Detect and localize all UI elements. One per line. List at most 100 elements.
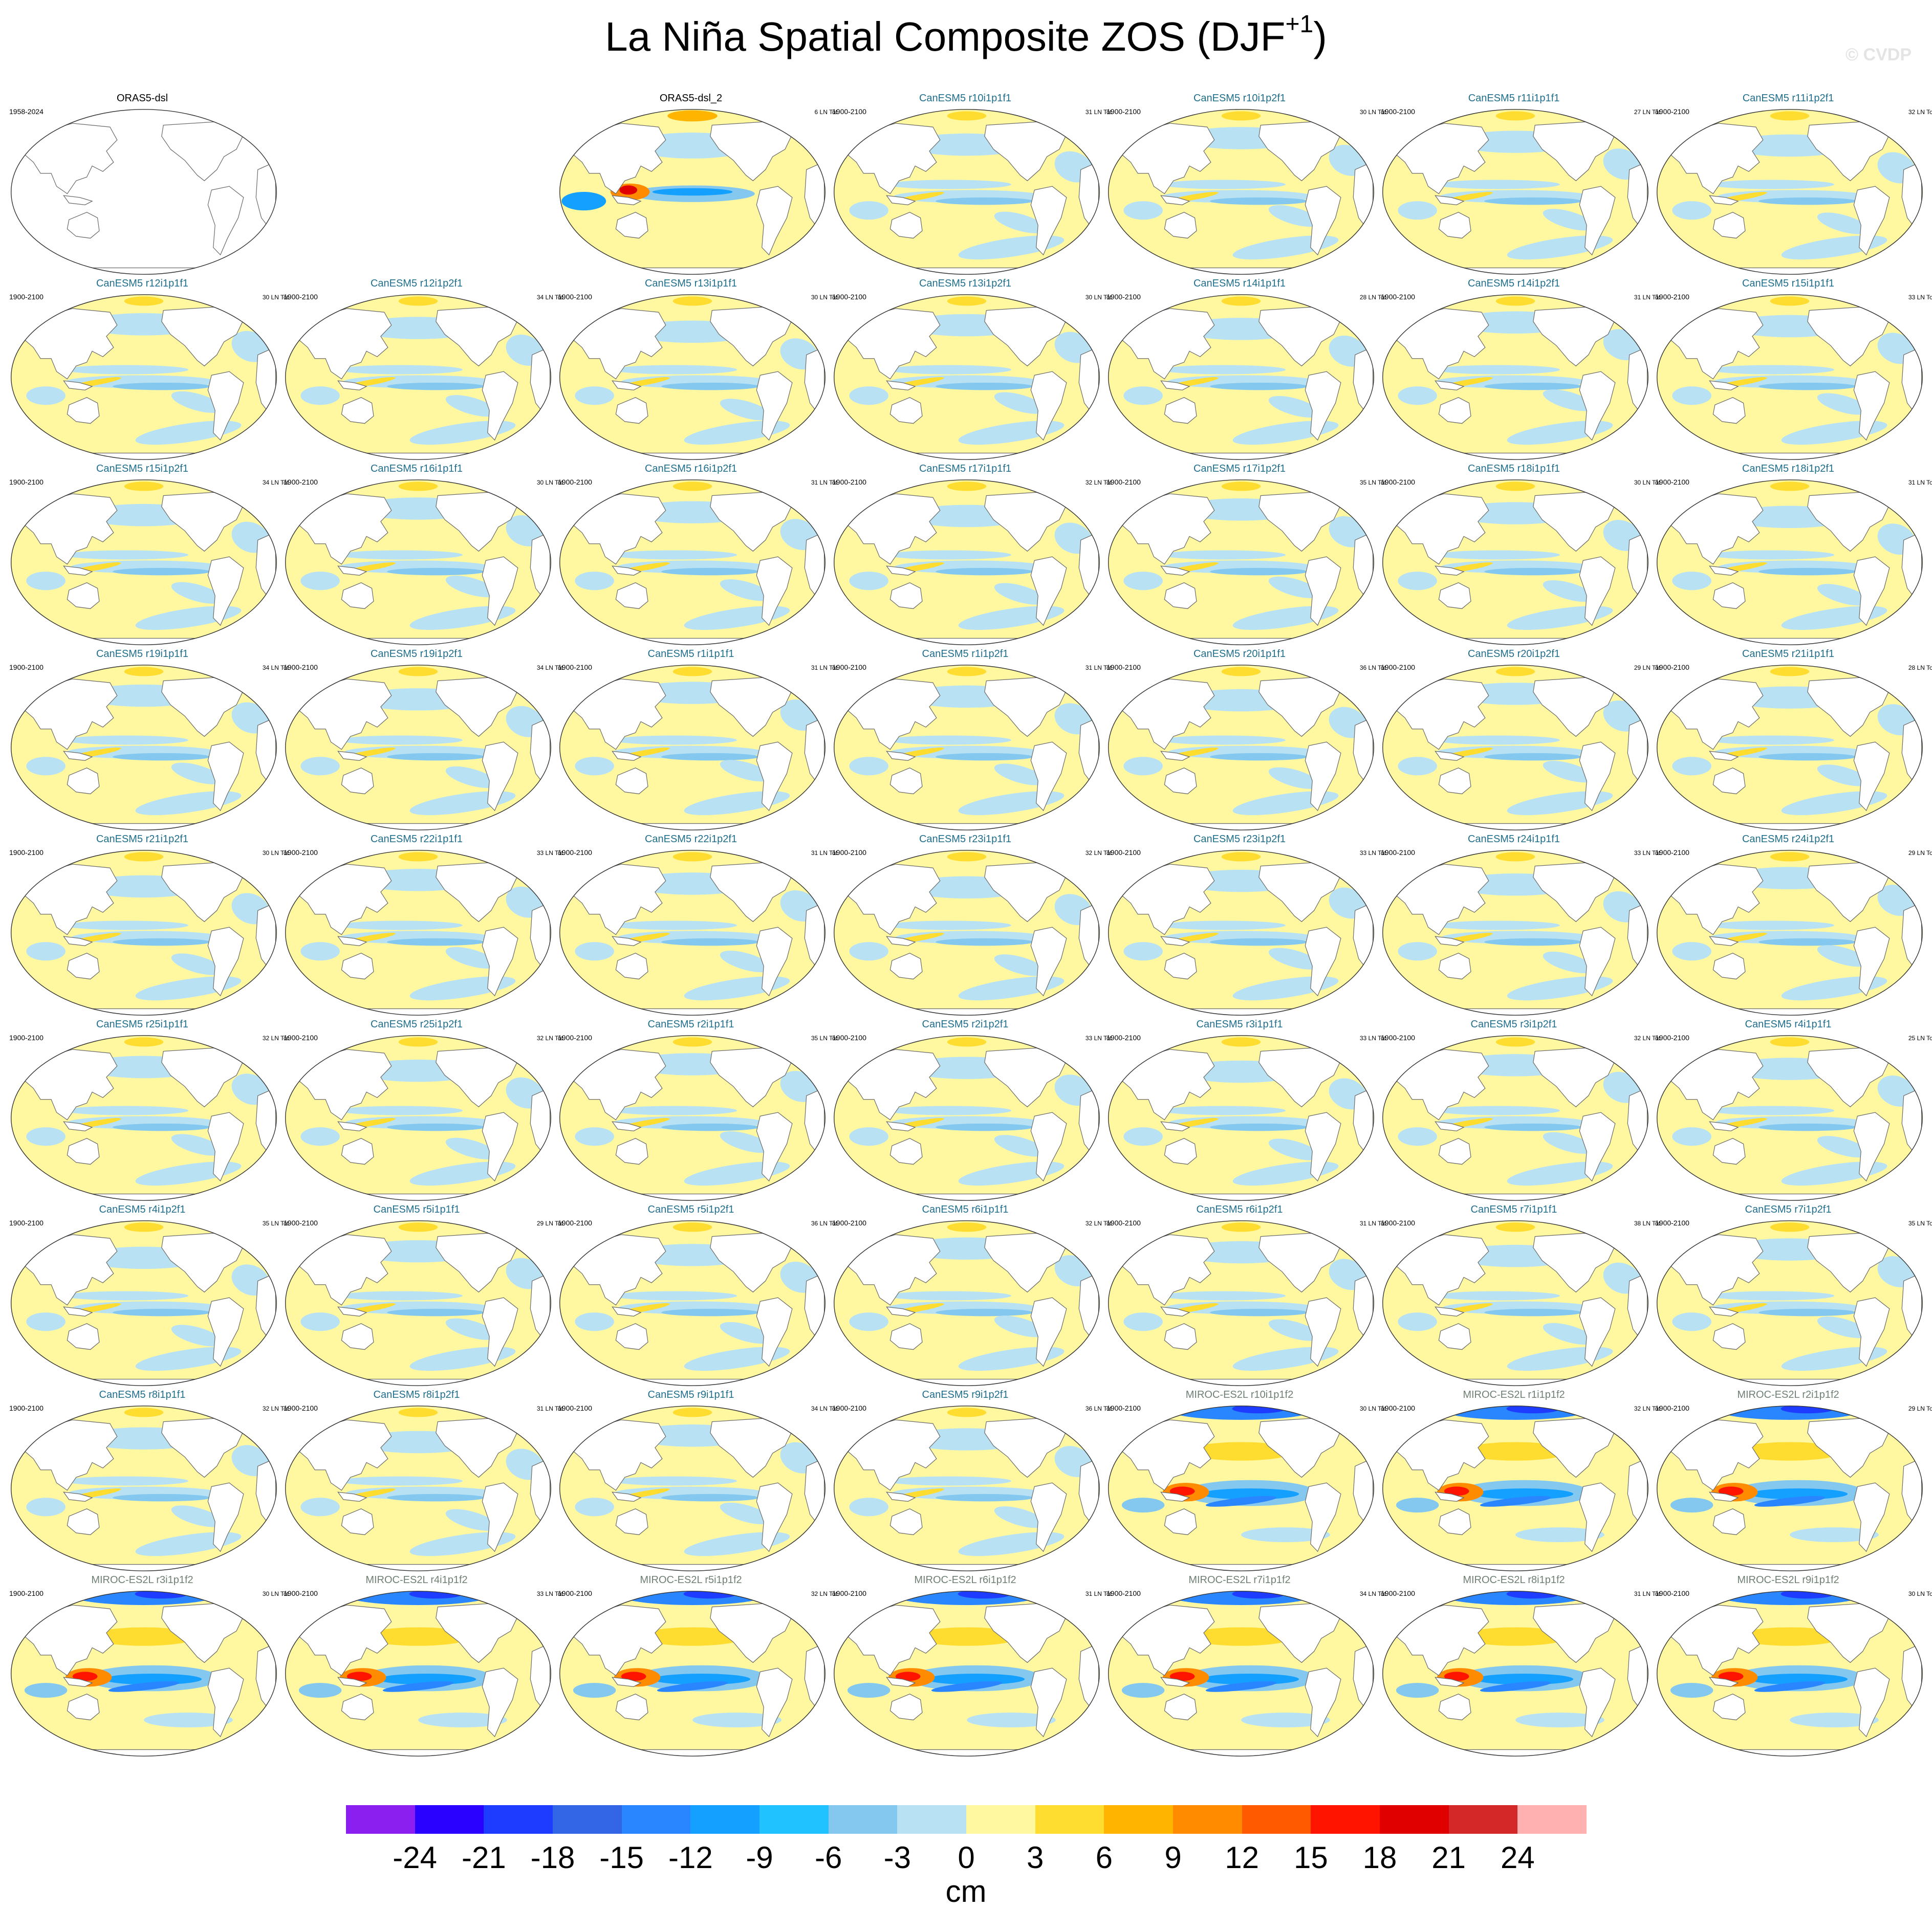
- panel-years: 1900-2100: [832, 107, 866, 116]
- zos-composite-map: [559, 850, 826, 1016]
- panel-event-count: 35 LN Tot: [262, 1220, 289, 1227]
- ocean-anomaly-patch: [1268, 205, 1320, 227]
- map-panel: CanESM5 r21i1p1f1 1900-2100 28 LN Tot: [1651, 648, 1932, 833]
- ocean-anomaly-patch: [575, 757, 614, 776]
- panel-title: CanESM5 r25i1p1f1: [96, 1019, 189, 1030]
- continent-outline-indo: [1160, 195, 1190, 206]
- map-panel: CanESM5 r20i1p1f1 1900-2100 36 LN Tot: [1102, 648, 1386, 833]
- map-border: [1382, 109, 1648, 275]
- panel-event-count: 33 LN Tot: [536, 1590, 563, 1597]
- map-panel: CanESM5 r7i1p2f1 1900-2100 35 LN Tot: [1651, 1203, 1932, 1389]
- ocean-anomaly-patch: [1790, 1527, 1879, 1543]
- map-border: [834, 479, 1100, 645]
- map-border: [559, 479, 826, 645]
- ocean-anomaly-patch: [1435, 550, 1560, 560]
- continent-outline-africa: [255, 163, 276, 228]
- ocean-anomaly-patch: [1672, 572, 1711, 590]
- ocean-anomaly-patch: [1759, 938, 1857, 946]
- panel-title: MIROC-ES2L r1i1p1f2: [1463, 1389, 1565, 1400]
- ocean-anomaly-patch: [639, 1627, 746, 1646]
- panel-event-count: 28 LN Tot: [1359, 294, 1386, 301]
- panel-years: 1900-2100: [1381, 478, 1415, 486]
- ocean-anomaly-patch: [398, 1037, 438, 1047]
- ocean-anomaly-patch: [171, 953, 223, 975]
- panel-years: 1900-2100: [1655, 848, 1689, 857]
- zos-composite-map: [1382, 294, 1648, 460]
- panel-title: CanESM5 r20i1p1f1: [1193, 648, 1286, 660]
- colorbar-swatch: [1035, 1805, 1104, 1834]
- continent-outline-australia: [1164, 953, 1197, 980]
- ocean-anomaly-patch: [661, 567, 759, 576]
- zos-composite-map: [834, 1406, 1100, 1571]
- ocean-anomaly-patch: [661, 1494, 759, 1502]
- ocean-anomaly-patch: [1435, 735, 1560, 745]
- continent-outline-indo: [886, 1677, 916, 1687]
- map-border: [559, 109, 826, 275]
- panel-title: CanESM5 r8i1p2f1: [373, 1389, 460, 1400]
- continent-outline-australia: [1438, 397, 1471, 424]
- zos-composite-map: [1108, 850, 1374, 1016]
- continent-outline-australia: [1712, 1323, 1746, 1350]
- continent-outline-indo: [337, 380, 367, 391]
- ocean-anomaly-patch: [445, 1137, 497, 1159]
- ocean-anomaly-patch: [398, 481, 438, 491]
- panel-title: CanESM5 r15i1p2f1: [96, 463, 189, 474]
- continent-outline-australia: [1712, 582, 1746, 609]
- ocean-anomaly-patch: [672, 296, 712, 306]
- panel-title: CanESM5 r9i1p2f1: [922, 1389, 1009, 1400]
- panel-title: CanESM5 r6i1p1f1: [922, 1204, 1009, 1215]
- map-panel: CanESM5 r18i1p2f1 1900-2100 31 LN Tot: [1651, 463, 1932, 648]
- panel-title: CanESM5 r16i1p1f1: [370, 463, 463, 474]
- ocean-anomaly-patch: [1736, 1442, 1843, 1461]
- panel-event-count: 33 LN Tot: [1085, 1035, 1112, 1042]
- colorbar-swatch: [1380, 1805, 1449, 1834]
- continent-outline-indo: [1709, 195, 1739, 206]
- ocean-anomaly-patch: [1221, 1222, 1261, 1232]
- continent-outline-indo: [1435, 936, 1465, 947]
- ocean-anomaly-patch: [994, 1506, 1046, 1528]
- continent-outline-sameri: [1579, 927, 1616, 997]
- ocean-anomaly-patch: [612, 1291, 737, 1301]
- panel-years: 1900-2100: [9, 478, 44, 486]
- continent-outline-sameri: [1030, 927, 1067, 997]
- colorbar-tick-label: 15: [1293, 1840, 1328, 1875]
- continent-outline-greenland: [1326, 1410, 1351, 1426]
- map-panel: CanESM5 r21i1p2f1 1900-2100 30 LN Tot: [5, 833, 289, 1018]
- panel-years: 1900-2100: [1381, 663, 1415, 671]
- panel-event-count: 30 LN Tot: [536, 479, 563, 486]
- continent-outline-australia: [889, 1508, 923, 1535]
- map-border: [834, 850, 1100, 1016]
- ocean-anomaly-patch: [1543, 389, 1595, 411]
- ocean-anomaly-patch: [387, 938, 485, 946]
- ocean-anomaly-patch: [1210, 382, 1308, 390]
- continent-outline-sameri: [1305, 1667, 1341, 1738]
- panel-event-count: 36 LN Tot: [1085, 1405, 1112, 1412]
- ocean-anomaly-patch: [575, 942, 614, 961]
- zos-composite-map: [285, 1406, 551, 1571]
- panel-years: 1900-2100: [558, 848, 592, 857]
- panel-title: CanESM5 r1i1p2f1: [922, 648, 1009, 660]
- ocean-anomaly-patch: [1754, 1681, 1826, 1692]
- ocean-anomaly-patch: [672, 481, 712, 491]
- panel-event-count: 31 LN Tot: [811, 664, 837, 671]
- continent-outline-asia: [1394, 308, 1489, 380]
- map-panel: CanESM5 r25i1p1f1 1900-2100 32 LN Tot: [5, 1018, 289, 1203]
- ocean-anomaly-patch: [561, 192, 606, 211]
- map-panel: CanESM5 r16i1p1f1 1900-2100 30 LN Tot: [279, 463, 563, 648]
- panel-title: MIROC-ES2L r9i1p1f2: [1737, 1574, 1839, 1586]
- continent-outline-sameri: [207, 1482, 244, 1552]
- panel-years: 1900-2100: [558, 1589, 592, 1597]
- continent-outline-greenland: [503, 1410, 528, 1426]
- ocean-anomaly-patch: [994, 211, 1046, 233]
- panel-title: CanESM5 r12i1p1f1: [96, 278, 189, 289]
- ocean-anomaly-patch: [300, 757, 340, 776]
- map-panel: CanESM5 r6i1p2f1 1900-2100 31 LN Tot: [1102, 1203, 1386, 1389]
- continent-outline-greenland: [228, 854, 253, 870]
- continent-outline-indo: [63, 195, 93, 206]
- ocean-anomaly-patch: [1268, 948, 1320, 970]
- panel-years: 1900-2100: [1106, 293, 1141, 301]
- panel-event-count: 30 LN Tot: [262, 1590, 289, 1597]
- continent-outline-indo: [886, 1306, 916, 1317]
- continent-outline-greenland: [228, 484, 253, 500]
- continent-outline-sameri: [1853, 556, 1890, 626]
